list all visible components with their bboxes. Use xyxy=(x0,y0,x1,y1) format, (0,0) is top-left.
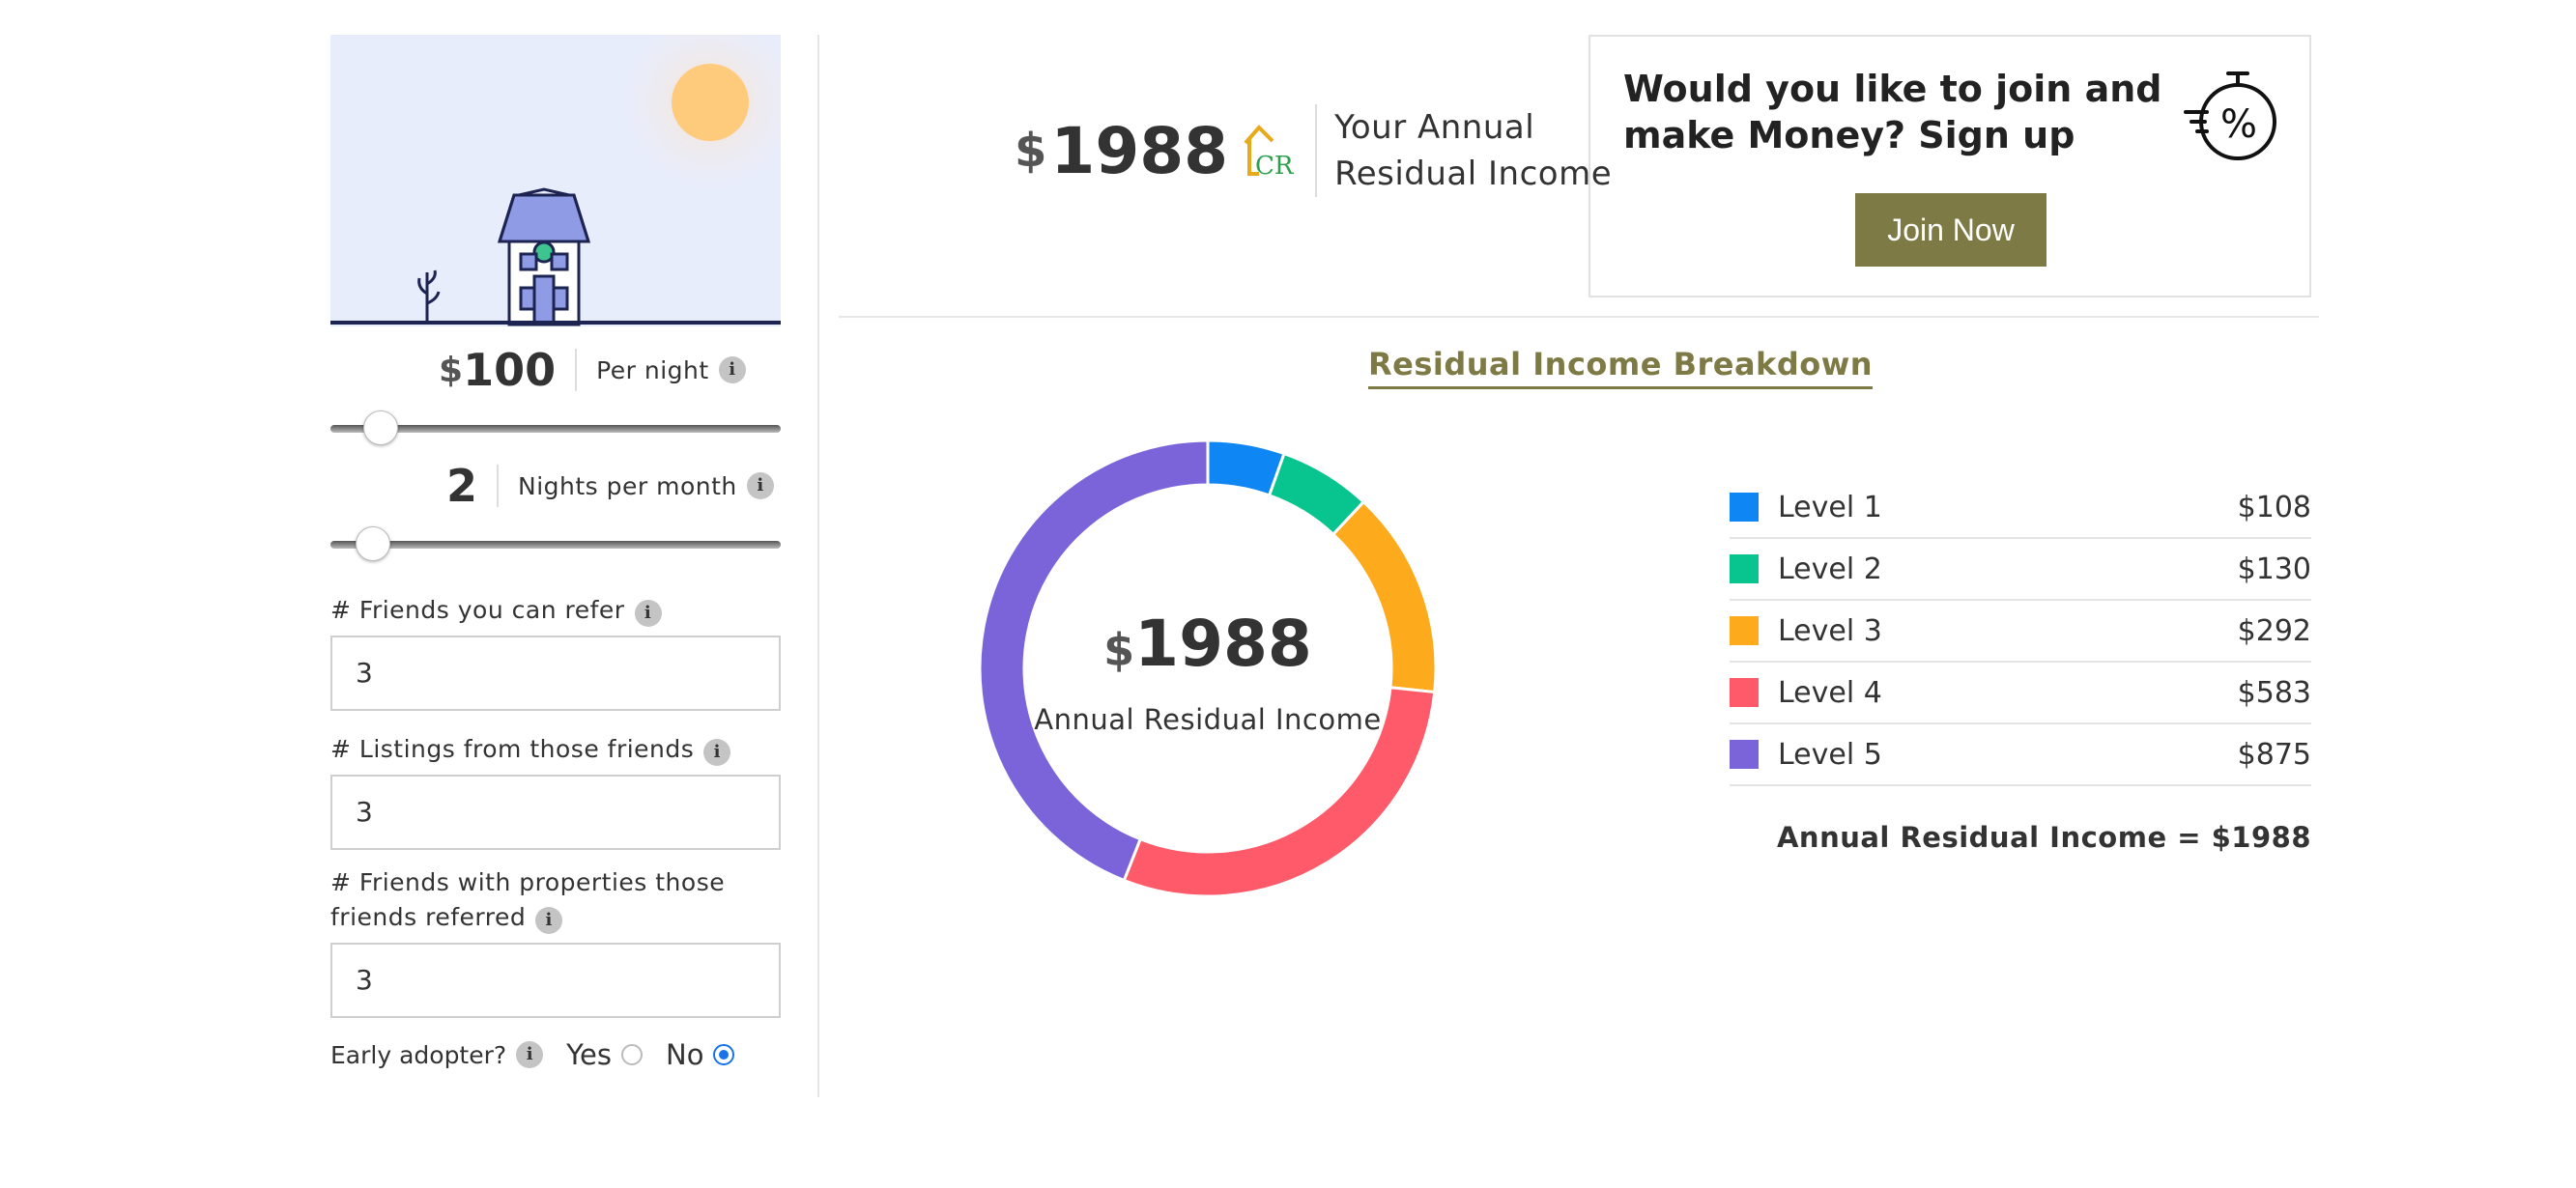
no-radio[interactable] xyxy=(713,1044,735,1065)
early-adopter-label: Early adopter? xyxy=(330,1040,507,1069)
nights-slider[interactable] xyxy=(330,526,781,561)
friends-input[interactable]: 3 xyxy=(330,636,781,711)
donut-slice-5[interactable] xyxy=(978,438,1210,883)
legend-value: $108 xyxy=(2237,490,2311,524)
price-slider[interactable] xyxy=(330,410,781,445)
legend-swatch xyxy=(1730,678,1759,707)
income-donut-chart xyxy=(978,438,1438,898)
friends-label: # Friends you can refer i xyxy=(330,593,662,628)
logo-text: CR xyxy=(1255,152,1295,180)
summary-label-line2: Residual Income xyxy=(1334,155,1613,193)
chart-legend: Level 1 $108 Level 2 $130 Level 3 $292 Level 4… xyxy=(1730,477,2311,786)
donut-center: $1988 Annual Residual Income xyxy=(976,437,1440,900)
early-adopter-group: Early adopter? i Yes No xyxy=(330,1038,735,1071)
legend-label: Level 2 xyxy=(1778,552,1882,586)
info-icon[interactable]: i xyxy=(535,907,563,934)
svg-text:%: % xyxy=(2220,102,2257,147)
price-value: 100 xyxy=(463,344,557,396)
legend-item: Level 1 $108 xyxy=(1730,477,2311,539)
properties-input[interactable]: 3 xyxy=(330,943,781,1018)
sun-icon xyxy=(672,64,749,141)
house-illustration xyxy=(330,35,781,326)
signup-card: Would you like to join and make Money? S… xyxy=(1589,35,2311,297)
properties-label: # Friends with properties those friends … xyxy=(330,865,725,935)
listings-input[interactable]: 3 xyxy=(330,775,781,850)
breakdown-title: Residual Income Breakdown xyxy=(1368,346,1874,389)
summary-amount: 1988 xyxy=(1050,113,1229,188)
center-currency: $ xyxy=(1103,624,1135,676)
price-label: Per night xyxy=(596,355,709,384)
legend-label: Level 4 xyxy=(1778,675,1882,710)
price-slider-thumb[interactable] xyxy=(363,410,399,445)
info-icon[interactable]: i xyxy=(516,1041,544,1068)
summary-label: Your Annual Residual Income xyxy=(1334,104,1612,197)
legend-value: $583 xyxy=(2237,675,2311,710)
legend-swatch xyxy=(1730,554,1759,583)
center-amount: 1988 xyxy=(1134,607,1312,681)
join-now-button[interactable]: Join Now xyxy=(1855,193,2046,267)
signup-headline: Would you like to join and make Money? S… xyxy=(1623,68,2162,156)
center-caption: Annual Residual Income xyxy=(1034,703,1382,736)
divider xyxy=(497,465,500,507)
divider xyxy=(575,349,578,391)
price-per-night: $ 100 Per night i xyxy=(439,344,746,396)
info-icon[interactable]: i xyxy=(634,600,662,627)
yes-label: Yes xyxy=(566,1038,612,1071)
legend-label: Level 5 xyxy=(1778,737,1882,772)
nights-slider-thumb[interactable] xyxy=(355,526,390,561)
legend-value: $875 xyxy=(2237,737,2311,772)
annual-income-summary: $ 1988 CR Your Annual Residual Income xyxy=(1015,104,1612,197)
friends-label-text: # Friends you can refer xyxy=(330,596,625,624)
nights-per-month: 2 Nights per month i xyxy=(446,460,774,512)
info-icon[interactable]: i xyxy=(746,472,774,499)
divider xyxy=(1315,104,1318,197)
legend-item: Level 2 $130 xyxy=(1730,539,2311,601)
column-divider xyxy=(817,35,819,1097)
legend-value: $292 xyxy=(2237,613,2311,648)
sprout-icon xyxy=(417,269,441,323)
yes-radio[interactable] xyxy=(621,1044,643,1065)
legend-swatch xyxy=(1730,493,1759,522)
listings-label-text: # Listings from those friends xyxy=(330,735,695,763)
legend-item: Level 5 $875 xyxy=(1730,724,2311,786)
legend-swatch xyxy=(1730,740,1759,769)
cr-logo-icon: CR xyxy=(1244,125,1295,180)
summary-currency: $ xyxy=(1015,124,1047,178)
info-icon[interactable]: i xyxy=(703,739,731,766)
summary-label-line1: Your Annual xyxy=(1334,108,1535,147)
legend-label: Level 1 xyxy=(1778,490,1882,524)
calculator-panel xyxy=(330,35,781,326)
legend-value: $130 xyxy=(2237,552,2311,586)
legend-item: Level 4 $583 xyxy=(1730,663,2311,724)
properties-label-line1: # Friends with properties those xyxy=(330,868,726,896)
percent-timer-icon: % xyxy=(2184,71,2276,160)
legend-swatch xyxy=(1730,616,1759,645)
section-divider xyxy=(839,316,2319,318)
no-label: No xyxy=(666,1038,704,1071)
nights-value: 2 xyxy=(446,460,478,512)
listings-label: # Listings from those friends i xyxy=(330,732,731,767)
legend-label: Level 3 xyxy=(1778,613,1882,648)
nights-label: Nights per month xyxy=(518,471,737,500)
info-icon[interactable]: i xyxy=(718,356,746,383)
total-income: Annual Residual Income = $1988 xyxy=(1776,821,2311,854)
house-icon xyxy=(497,187,591,326)
properties-label-line2: friends referred xyxy=(330,903,527,931)
legend-item: Level 3 $292 xyxy=(1730,601,2311,663)
currency-symbol: $ xyxy=(439,350,464,390)
